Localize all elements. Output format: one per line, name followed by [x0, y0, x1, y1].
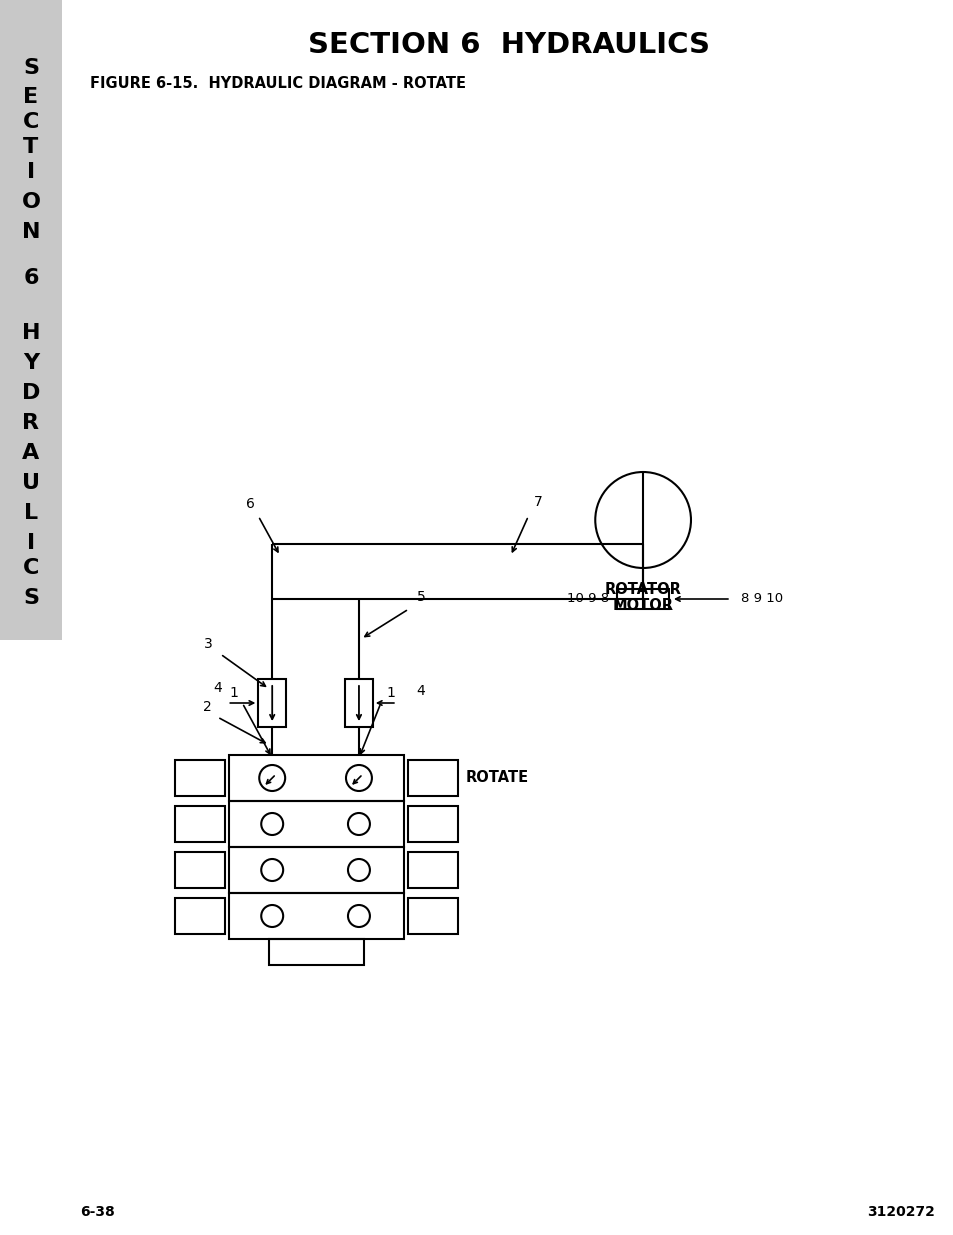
Text: 1: 1 [386, 685, 395, 700]
Text: 8 9 10: 8 9 10 [740, 593, 782, 605]
Bar [175, 760, 225, 797]
Bar [407, 852, 457, 888]
Text: 3: 3 [204, 637, 213, 651]
Text: MOTOR: MOTOR [612, 599, 673, 614]
Bar [617, 589, 668, 609]
Circle shape [261, 813, 283, 835]
Text: SECTION 6  HYDRAULICS: SECTION 6 HYDRAULICS [307, 31, 709, 59]
Text: L: L [24, 503, 38, 522]
Circle shape [348, 813, 370, 835]
Text: 6: 6 [246, 496, 254, 511]
Text: R: R [22, 412, 39, 433]
Bar [229, 847, 403, 893]
Text: U: U [22, 473, 40, 493]
Bar [229, 755, 403, 802]
Bar [175, 898, 225, 934]
Text: C: C [23, 112, 39, 132]
Bar [229, 893, 403, 939]
Text: H: H [22, 324, 40, 343]
Text: N: N [22, 222, 40, 242]
Text: E: E [23, 86, 38, 107]
Text: 6: 6 [23, 268, 39, 288]
Text: O: O [21, 191, 40, 212]
Circle shape [348, 860, 370, 881]
Text: 4: 4 [213, 680, 221, 695]
Circle shape [595, 472, 690, 568]
Text: S: S [23, 588, 39, 608]
Text: 10 9 8: 10 9 8 [566, 593, 609, 605]
Text: FIGURE 6-15.  HYDRAULIC DIAGRAM - ROTATE: FIGURE 6-15. HYDRAULIC DIAGRAM - ROTATE [90, 75, 465, 90]
Text: I: I [27, 534, 35, 553]
Bar [258, 679, 286, 727]
Text: 3120272: 3120272 [866, 1205, 934, 1219]
Text: ROTATOR: ROTATOR [604, 583, 680, 598]
Bar [175, 806, 225, 842]
Circle shape [348, 905, 370, 927]
Bar [407, 898, 457, 934]
Bar [407, 760, 457, 797]
Circle shape [261, 905, 283, 927]
Text: A: A [22, 443, 39, 463]
Text: S: S [23, 58, 39, 78]
Circle shape [259, 764, 285, 790]
Bar [269, 939, 363, 965]
Text: ROTATE: ROTATE [465, 771, 528, 785]
Text: Y: Y [23, 353, 39, 373]
Bar [175, 852, 225, 888]
Text: 6-38: 6-38 [80, 1205, 114, 1219]
Text: D: D [22, 383, 40, 403]
Text: 5: 5 [417, 590, 426, 604]
Text: I: I [27, 162, 35, 182]
Bar [407, 806, 457, 842]
Text: 2: 2 [203, 700, 212, 714]
Bar [345, 679, 373, 727]
Text: 4: 4 [416, 684, 425, 698]
Text: C: C [23, 558, 39, 578]
Bar [0, 0, 62, 640]
Circle shape [346, 764, 372, 790]
Text: 1: 1 [230, 685, 238, 700]
Bar [229, 802, 403, 847]
Text: 7: 7 [534, 495, 542, 509]
Circle shape [261, 860, 283, 881]
Text: T: T [23, 137, 38, 157]
